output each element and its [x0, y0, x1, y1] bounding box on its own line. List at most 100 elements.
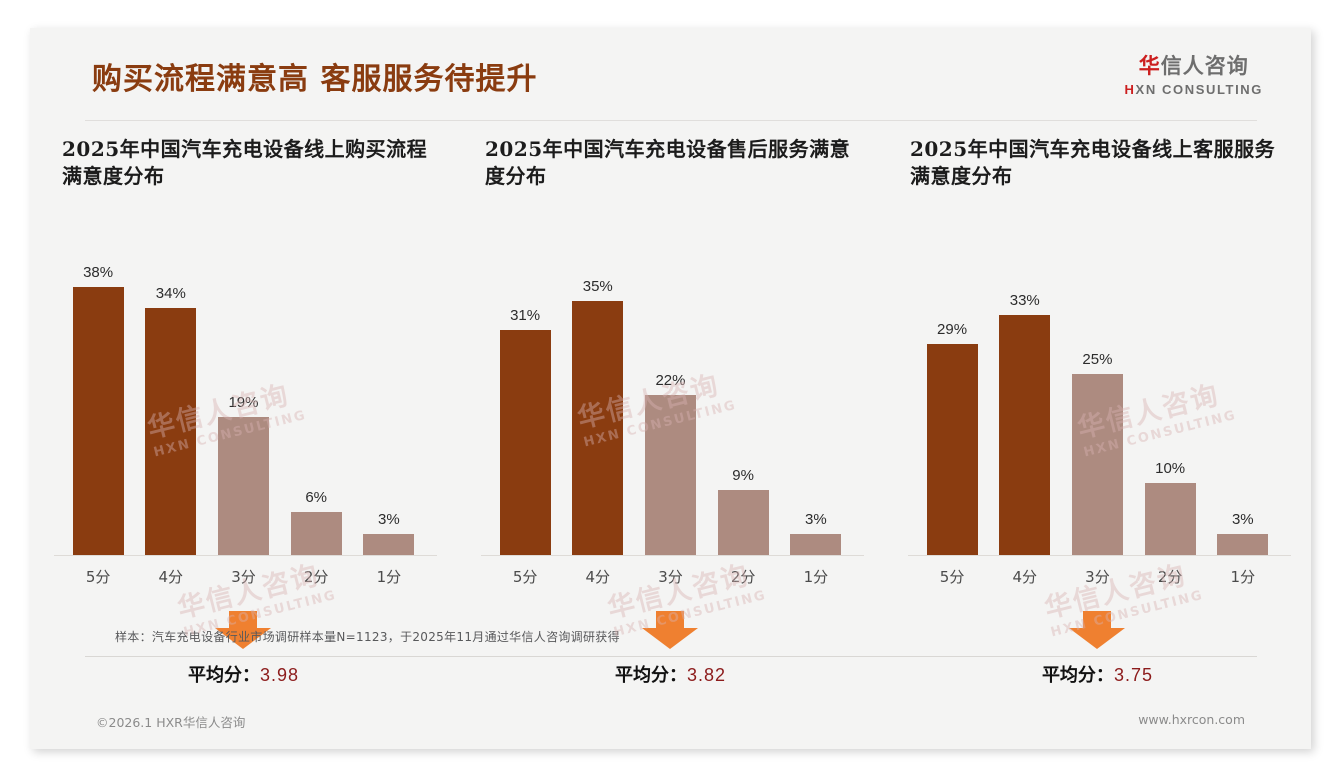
chart-plot-1: 38% 34% 19% 6%	[54, 264, 437, 556]
logo-chinese: 华信人咨询	[1125, 56, 1263, 77]
chart-panel-2: 2025年中国汽车充电设备售后服务满意度分布 31% 35% 22%	[457, 136, 884, 687]
bar[interactable]	[717, 490, 769, 556]
bar-slot[interactable]: 25%	[1063, 264, 1131, 556]
logo-english-rest: XN CONSULTING	[1135, 82, 1263, 97]
logo-english-accent: H	[1124, 82, 1136, 97]
x-axis-line	[480, 555, 864, 556]
bar-slot[interactable]: 34%	[137, 264, 205, 556]
company-logo: 华信人咨询 HXN CONSULTING	[1124, 56, 1263, 97]
bar-slot[interactable]: 3%	[1209, 264, 1277, 556]
bar[interactable]	[145, 307, 197, 556]
chart-title-1: 2025年中国汽车充电设备线上购买流程满意度分布	[62, 137, 428, 188]
bar[interactable]	[217, 417, 269, 556]
x-axis-tick: 2分	[1157, 568, 1183, 586]
x-axis-labels-1: 5分 4分 3分 2分 1分	[64, 566, 423, 587]
bar-value-label: 3%	[378, 511, 400, 529]
average-value: 3.98	[259, 665, 300, 685]
bar-slot[interactable]: 22%	[636, 264, 704, 556]
x-axis-tick: 4分	[1012, 568, 1038, 586]
bar-slot[interactable]: 38%	[64, 264, 132, 556]
x-axis-tick: 1分	[1230, 568, 1256, 586]
bar-value-label: 34%	[155, 284, 186, 302]
bar-slot[interactable]: 35%	[564, 264, 632, 556]
bar-value-label: 3%	[804, 511, 827, 529]
bar-value-label: 9%	[732, 467, 754, 485]
arrow-wrap-3	[908, 611, 1287, 649]
arrow-wrap-2	[481, 611, 860, 649]
header-divider	[85, 120, 1257, 121]
x-axis-labels-3: 5分 4分 3分 2分 1分	[918, 566, 1277, 587]
x-axis-tick: 3分	[231, 568, 256, 586]
bar-group-2: 31% 35% 22% 9%	[491, 264, 850, 556]
charts-row: 2025年中国汽车充电设备线上购买流程满意度分布 38% 34% 19%	[30, 136, 1311, 687]
bar[interactable]	[790, 534, 842, 556]
x-axis-tick: 2分	[730, 568, 756, 586]
chart-plot-2: 31% 35% 22% 9%	[480, 264, 864, 556]
bar-value-label: 35%	[582, 277, 613, 295]
x-axis-tick: 5分	[939, 568, 965, 586]
bar-value-label: 19%	[228, 394, 259, 412]
bar-slot[interactable]: 9%	[709, 264, 777, 556]
sample-footnote: 样本：汽车充电设备行业市场调研样本量N=1123，于2025年11月通过华信人咨…	[115, 630, 620, 644]
bar[interactable]	[363, 534, 415, 556]
bar-slot[interactable]: 3%	[355, 264, 423, 556]
bar[interactable]	[1071, 373, 1123, 556]
website-url[interactable]: www.hxrcon.com	[1138, 712, 1245, 727]
logo-chinese-rest: 信人咨询	[1160, 54, 1249, 78]
bar-value-label: 29%	[937, 321, 968, 339]
bar-slot[interactable]: 3%	[782, 264, 850, 556]
bar[interactable]	[290, 512, 342, 556]
bar-value-label: 22%	[655, 372, 686, 390]
arrow-down-icon	[1069, 611, 1126, 649]
bar-group-3: 29% 33% 25% 10%	[918, 264, 1277, 556]
bar-slot[interactable]: 10%	[1136, 264, 1204, 556]
bar[interactable]	[72, 287, 124, 556]
page-title: 购买流程满意高 客服服务待提升	[92, 62, 538, 97]
bar-value-label: 31%	[510, 306, 541, 324]
bar[interactable]	[1217, 534, 1269, 556]
x-axis-tick: 4分	[158, 568, 184, 586]
chart-title-2: 2025年中国汽车充电设备售后服务满意度分布	[484, 137, 851, 188]
chart-panel-1: 2025年中国汽车充电设备线上购买流程满意度分布 38% 34% 19%	[30, 136, 457, 687]
average-label: 平均分：	[187, 665, 260, 686]
x-axis-tick: 4分	[585, 568, 611, 586]
footer-divider	[85, 656, 1257, 657]
bar-slot[interactable]: 29%	[918, 264, 986, 556]
bar-slot[interactable]: 19%	[209, 264, 277, 556]
bar-slot[interactable]: 33%	[991, 264, 1059, 556]
average-score-2: 平均分：3.82	[481, 661, 860, 687]
x-axis-tick: 3分	[658, 568, 683, 586]
average-label: 平均分：	[614, 665, 687, 686]
bar[interactable]	[572, 300, 624, 556]
slide-footer: ©2026.1 HXR华信人咨询 www.hxrcon.com	[30, 712, 1311, 731]
bar-value-label: 6%	[305, 489, 327, 507]
arrow-down-icon	[215, 611, 272, 649]
arrow-down-icon	[642, 611, 699, 649]
average-score-3: 平均分：3.75	[908, 661, 1287, 687]
bar-value-label: 38%	[83, 264, 114, 281]
x-axis-tick: 5分	[85, 568, 111, 586]
average-value: 3.75	[1113, 665, 1153, 685]
chart-title-3: 2025年中国汽车充电设备线上客服服务满意度分布	[909, 137, 1276, 188]
x-axis-tick: 1分	[376, 568, 402, 586]
average-label: 平均分：	[1041, 665, 1114, 686]
slide-header: 购买流程满意高 客服服务待提升	[30, 28, 1311, 121]
bar-slot[interactable]: 6%	[282, 264, 350, 556]
x-axis-line	[907, 555, 1291, 556]
x-axis-tick: 2分	[303, 568, 329, 586]
bar-value-label: 3%	[1231, 511, 1254, 529]
bar[interactable]	[926, 344, 978, 556]
bar[interactable]	[1144, 483, 1196, 556]
bar[interactable]	[499, 329, 551, 556]
x-axis-tick: 5分	[512, 568, 538, 586]
x-axis-line	[54, 555, 437, 556]
bar-group-1: 38% 34% 19% 6%	[64, 264, 423, 556]
arrow-wrap-1	[54, 611, 433, 649]
bar[interactable]	[999, 315, 1051, 556]
bar-slot[interactable]: 31%	[491, 264, 559, 556]
x-axis-tick: 3分	[1085, 568, 1110, 586]
bar[interactable]	[644, 395, 696, 556]
bar-value-label: 33%	[1009, 292, 1040, 310]
x-axis-labels-2: 5分 4分 3分 2分 1分	[491, 566, 850, 587]
chart-plot-3: 29% 33% 25% 10%	[907, 264, 1291, 556]
